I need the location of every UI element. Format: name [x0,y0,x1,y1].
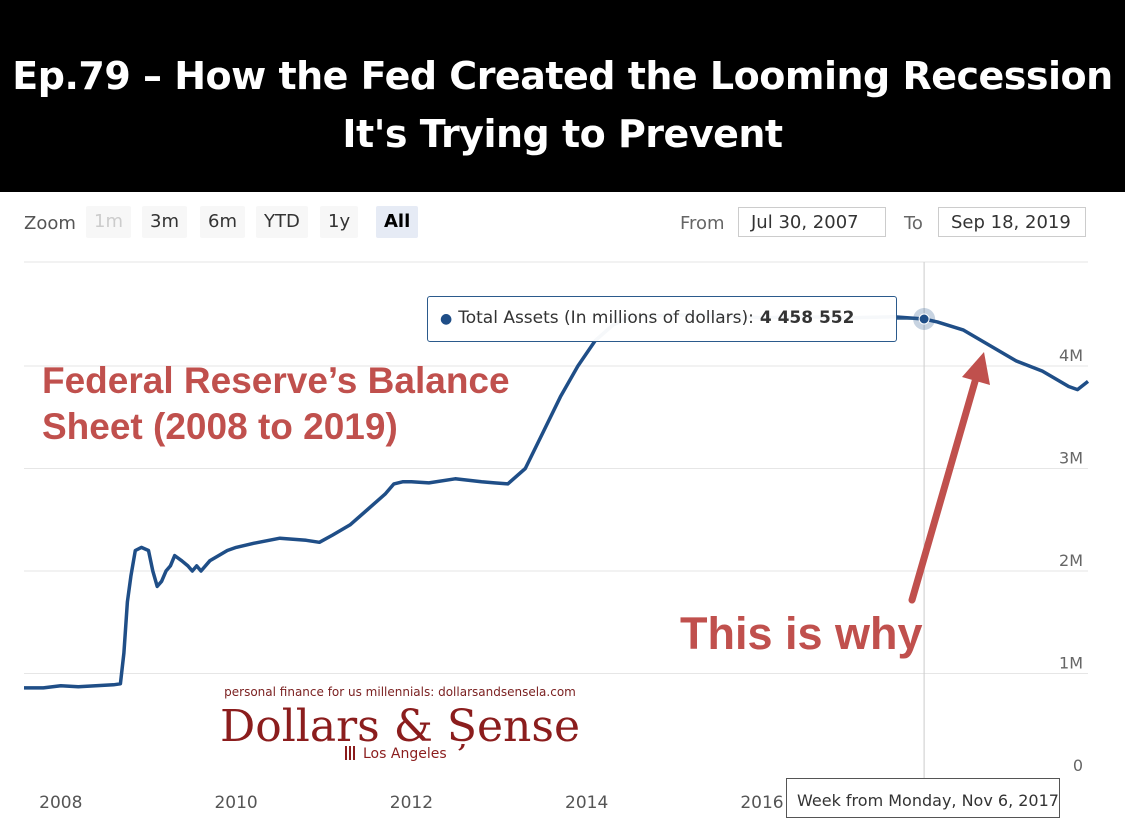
highlight-point [918,313,930,325]
range-selector: Zoom 1m 3m 6m YTD 1y All From Jul 30, 20… [0,196,1125,254]
zoom-1m-button[interactable]: 1m [86,206,131,238]
crosshair-date-label: Week from Monday, Nov 6, 2017 [786,778,1060,818]
y-tick-label: 1M [1059,654,1083,673]
tooltip-value: 4 458 552 [759,308,855,328]
callout-arrow-head [962,352,990,385]
callout-text: This is why [680,608,923,659]
building-icon [345,746,357,760]
callout-arrow-shaft [908,374,980,604]
y-tick-label: 3M [1059,449,1083,468]
y-tick-label: 0 [1073,756,1083,775]
zoom-6m-button[interactable]: 6m [200,206,245,238]
y-tick-label: 2M [1059,551,1083,570]
logo-city: Los Angeles [345,746,447,762]
x-tick-label: 2016 [740,793,783,812]
zoom-all-button[interactable]: All [376,206,419,238]
banner-title-line-1: Ep.79 – How the Fed Created the Looming … [12,54,1113,98]
series-dot-icon: ● [440,311,453,327]
series-tooltip: ● Total Assets (In millions of dollars): 4… [427,296,897,342]
from-label: From [680,213,725,234]
x-tick-label: 2014 [565,793,608,812]
to-label: To [904,213,923,234]
logo-tagline: personal finance for us millennials: dol… [224,685,576,699]
tooltip-series-label: Total Assets (In millions of dollars): [458,308,754,328]
x-tick-label: 2012 [390,793,433,812]
x-tick-label: 2010 [214,793,257,812]
zoom-ytd-button[interactable]: YTD [256,206,308,238]
from-date-input[interactable]: Jul 30, 2007 [738,207,886,237]
zoom-1y-button[interactable]: 1y [320,206,359,238]
chart-overlay-title: Federal Reserve’s Balance Sheet (2008 to… [42,360,510,447]
title-banner: Ep.79 – How the Fed Created the Looming … [0,0,1125,192]
logo-city-label: Los Angeles [363,746,447,762]
zoom-3m-button[interactable]: 3m [142,206,187,238]
dollars-and-sense-logo: Dollars & Șense [219,701,581,752]
banner-title-line-2: It's Trying to Prevent [342,112,783,156]
y-tick-label: 4M [1059,346,1083,365]
to-date-input[interactable]: Sep 18, 2019 [938,207,1086,237]
zoom-label: Zoom [24,213,76,234]
x-tick-label: 2008 [39,793,82,812]
